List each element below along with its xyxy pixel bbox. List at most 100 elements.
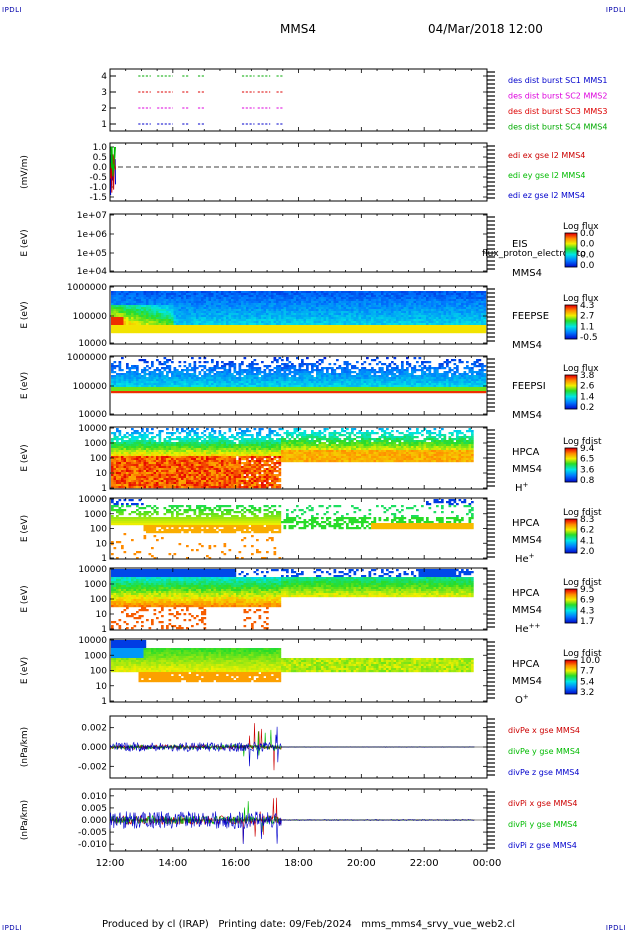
feepse-pixel [266, 327, 269, 330]
feepsi-pixel [121, 379, 124, 382]
feepse-pixel [341, 315, 344, 318]
feepse-pixel [456, 309, 459, 312]
feepse-pixel [346, 295, 349, 298]
feepsi-pixel [143, 377, 147, 380]
feepse-pixel [283, 297, 287, 300]
feepse-pixel [301, 297, 304, 300]
feepse-pixel [218, 315, 222, 318]
feepsi-pixel [328, 373, 332, 376]
feepse-pixel [188, 319, 192, 322]
feepse-pixel [256, 301, 259, 304]
feepse-pixel [313, 319, 317, 322]
feepse-pixel [418, 303, 422, 306]
feepsi-pixel [201, 389, 204, 392]
feepsi-pixel [266, 377, 269, 380]
feepse-ytick-label: 1000000 [67, 283, 107, 293]
feepsi-pixel [143, 361, 147, 364]
feepse-pixel [241, 331, 244, 334]
feepse-pixel [153, 329, 157, 332]
feepsi-pixel [201, 369, 204, 372]
feepse-pixel [481, 291, 484, 294]
eis-colorbar-tick: 0.0 [580, 261, 595, 271]
feepse-pixel [268, 331, 272, 334]
feepse-pixel [453, 331, 457, 334]
feepse-pixel [283, 323, 287, 326]
feepse-pixel [468, 309, 472, 312]
feepsi-pixel [151, 385, 154, 388]
feepsi-pixel [266, 379, 269, 382]
feepsi-pixel [151, 375, 154, 378]
feepse-pixel [261, 295, 264, 298]
feepse-pixel [241, 321, 244, 324]
feepsi-pixel [146, 387, 149, 390]
feepse-pixel [383, 329, 387, 332]
feepsi-pixel [178, 377, 182, 380]
feepsi-pixel [283, 373, 287, 376]
feepsi-pixel [291, 371, 294, 374]
feepse-pixel [263, 323, 267, 326]
feepse-pixel [346, 309, 349, 312]
feepse-pixel [303, 303, 307, 306]
feepsi-pixel [163, 361, 167, 364]
feepsi-pixel [308, 381, 312, 384]
feepse-pixel [436, 311, 439, 314]
feepsi-pixel [268, 373, 272, 376]
feepsi-pixel [221, 373, 224, 376]
feepse-pixel [466, 327, 469, 330]
feepsi-pixel [318, 381, 322, 384]
feepse-pixel [268, 311, 272, 314]
feepse-pixel [233, 323, 237, 326]
feepsi-pixel [131, 391, 134, 394]
feepse-pixel [406, 297, 409, 300]
feepse-pixel [246, 295, 249, 298]
feepse-pixel [476, 295, 479, 298]
feepse-pixel [248, 323, 252, 326]
feepsi-pixel [323, 377, 327, 380]
feepsi-pixel [158, 369, 162, 372]
feepse-pixel [403, 307, 407, 310]
feepse-pixel [161, 295, 164, 298]
feepse-pixel [208, 317, 212, 320]
feepse-pixel [276, 309, 279, 312]
feepse-colorbar-cell [565, 320, 577, 322]
feepse-pixel [171, 307, 174, 310]
feepsi-pixel [208, 369, 212, 372]
feepse-pixel [268, 309, 272, 312]
feepse-spectrogram [111, 291, 487, 334]
feepsi-pixel [211, 367, 214, 370]
feepse-pixel [281, 315, 284, 318]
feepse-pixel [356, 315, 359, 318]
feepse-pixel [306, 309, 309, 312]
feepse-pixel [358, 301, 362, 304]
feepse-pixel [318, 305, 322, 308]
feepse-pixel [288, 299, 292, 302]
feepse-pixel [263, 331, 267, 334]
feepse-pixel [373, 317, 377, 320]
feepse-pixel [206, 319, 209, 322]
feepse-pixel [441, 301, 444, 304]
feepsi-pixel [326, 371, 329, 374]
feepse-pixel [466, 307, 469, 310]
feepsi-pixel [183, 385, 187, 388]
feepse-pixel [326, 313, 329, 316]
feepse-pixel [343, 331, 347, 334]
feepsi-pixel [248, 363, 252, 366]
feepse-pixel [201, 317, 204, 320]
feepsi-pixel [268, 379, 272, 382]
feepse-pixel [348, 329, 352, 332]
feepse-pixel [181, 299, 184, 302]
feepse-pixel [396, 315, 399, 318]
feepse-pixel [413, 309, 417, 312]
feepse-pixel [423, 307, 427, 310]
feepse-pixel [176, 303, 179, 306]
feepse-pixel [231, 293, 234, 296]
feepsi-pixel [351, 391, 354, 394]
feepse-pixel [143, 327, 147, 330]
feepse-pixel [163, 325, 167, 328]
feepse-pixel [188, 329, 192, 332]
feepsi-pixel [188, 363, 192, 366]
feepse-pixel [113, 295, 117, 298]
feepsi-pixel [186, 391, 189, 394]
feepse-pixel [418, 297, 422, 300]
feepse-pixel [283, 317, 287, 320]
